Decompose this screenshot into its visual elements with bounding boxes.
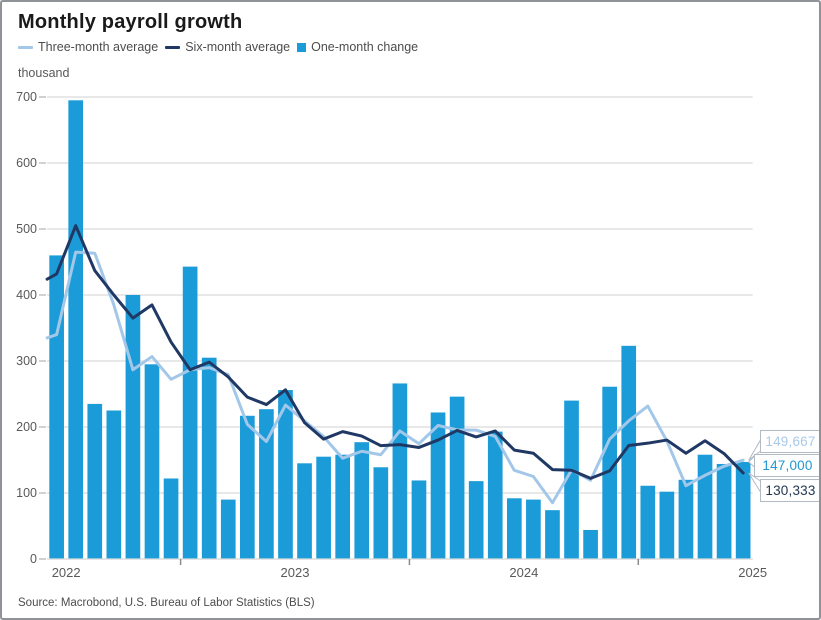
bar-2024-03 (449, 396, 465, 559)
bar-2023-02 (201, 357, 217, 559)
y-axis-label-200: 200 (16, 420, 37, 434)
bar-2024-08 (545, 510, 560, 559)
callout-six-month-average: 130,333 (760, 479, 819, 502)
y-axis-label-100: 100 (16, 486, 37, 500)
x-axis-label-2024: 2024 (509, 565, 539, 580)
bar-2024-10 (583, 529, 598, 559)
bar-2022-12 (163, 478, 179, 559)
bar-2023-01 (182, 266, 198, 559)
bar-2022-08 (87, 403, 103, 559)
y-axis-label-500: 500 (16, 222, 37, 236)
legend-label-six-month: Six-month average (185, 40, 291, 54)
callout-three-month-average: 149,667 (760, 430, 819, 453)
bar-2025-05 (716, 463, 732, 559)
six-month-line-swatch-icon (165, 45, 181, 49)
y-axis-label-300: 300 (16, 354, 37, 368)
bar-2024-06 (506, 498, 522, 559)
y-axis-unit-label: thousand (18, 66, 70, 80)
bar-2023-09 (335, 454, 351, 559)
bar-2024-09 (564, 400, 579, 559)
bar-2024-12 (621, 345, 637, 559)
x-axis-label-2023: 2023 (280, 565, 310, 580)
callout-one-month-value: 147,000 (762, 458, 813, 473)
bar-2023-07 (297, 463, 312, 559)
source-note: Source: Macrobond, U.S. Bureau of Labor … (18, 597, 315, 609)
bar-2022-07 (68, 100, 84, 560)
x-axis-label-2025: 2025 (738, 565, 768, 580)
y-axis-label-700: 700 (16, 90, 37, 104)
bar-2024-04 (468, 481, 484, 559)
bar-2024-02 (430, 412, 446, 559)
bar-2023-11 (373, 467, 389, 559)
three-month-line-swatch-icon (18, 45, 33, 49)
bar-2025-03 (678, 479, 694, 559)
bar-2022-06 (49, 255, 64, 559)
y-axis-label-0: 0 (30, 552, 37, 566)
bar-2022-10 (125, 295, 141, 559)
callout-one-month-change: 147,000 (754, 454, 819, 477)
bar-2023-04 (240, 415, 255, 559)
bar-2023-10 (354, 442, 370, 559)
bar-2025-04 (697, 454, 713, 559)
legend-label-three-month: Three-month average (38, 40, 159, 54)
legend-item-three-month: Three-month average (18, 40, 158, 54)
y-axis-label-600: 600 (16, 156, 37, 170)
bar-2023-06 (278, 390, 293, 559)
bar-2023-05 (259, 409, 274, 559)
bar-2024-01 (411, 480, 427, 559)
callout-three-month-value: 149,667 (765, 434, 816, 449)
bar-2022-09 (106, 410, 122, 559)
bar-2024-11 (602, 386, 617, 559)
bar-2025-01 (640, 485, 656, 559)
legend-item-one-month: One-month change (297, 40, 418, 54)
bar-2025-06 (735, 461, 751, 559)
six-month-average-line (45, 224, 745, 480)
three-month-average-line (45, 250, 745, 505)
bar-2023-03 (220, 499, 236, 559)
x-axis-label-2022: 2022 (51, 565, 81, 580)
y-axis-label-400: 400 (16, 288, 37, 302)
bar-2023-08 (316, 456, 331, 559)
legend-item-six-month: Six-month average (165, 40, 290, 54)
bar-2023-12 (392, 383, 408, 559)
bar-2022-11 (144, 364, 160, 559)
bar-2024-05 (487, 431, 503, 559)
one-month-bar-swatch-icon (297, 42, 307, 52)
bar-2025-02 (659, 491, 675, 559)
chart-title: Monthly payroll growth (18, 11, 243, 33)
bar-2024-07 (526, 499, 541, 559)
callout-six-month-value: 130,333 (765, 483, 816, 498)
legend-label-one-month: One-month change (311, 40, 419, 54)
chart-legend: Three-month average Six-month average On… (18, 40, 418, 54)
